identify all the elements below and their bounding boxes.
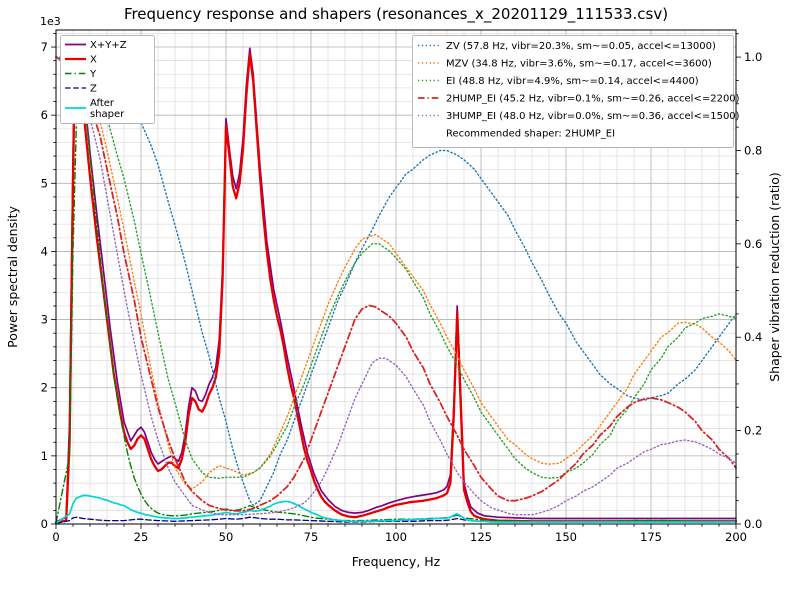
series-shaper-ei (55, 56, 737, 479)
legend-label: ZV (57.8 Hz, vibr=20.3%, sm~=0.05, accel… (446, 41, 716, 52)
x-tick-label: 75 (304, 530, 319, 544)
tick-labels: 0 25 50 75 100 125 150 175 200 0 1 2 3 4 5 6 7 0.0 0.2 0.4 0… (41, 40, 763, 544)
x-tick-label: 0 (52, 530, 59, 544)
x-tick-label: 150 (555, 530, 577, 544)
y-right-axis-label: Shaper vibration reduction (ratio) (767, 172, 782, 382)
legend-label: After (90, 98, 115, 109)
legend-label: Z (90, 84, 97, 95)
legend-label: Y (89, 69, 97, 80)
y-right-tick-label: 0.4 (744, 330, 762, 344)
x-tick-label: 100 (385, 530, 407, 544)
x-axis-label: Frequency, Hz (352, 554, 441, 569)
y-left-tick-label: 6 (41, 108, 48, 122)
y-left-axis-label: Power spectral density (5, 206, 20, 348)
legend-label: EI (48.8 Hz, vibr=4.9%, sm~=0.14, accel<… (446, 76, 699, 87)
y-right-tick-label: 0.8 (744, 143, 762, 157)
legend-shapers-box (412, 35, 734, 148)
series-shaper-zv (55, 56, 737, 506)
axis-ticks (51, 33, 741, 529)
y-left-tick-label: 5 (41, 176, 48, 190)
series-shaper-2hump_ei (55, 56, 737, 512)
x-tick-label: 200 (725, 530, 747, 544)
y-right-tick-label: 0.6 (744, 237, 762, 251)
y-left-tick-label: 7 (41, 40, 48, 54)
series-shaper-mzv (55, 56, 737, 490)
series-shaper-3hump_ei (55, 56, 737, 516)
y-left-tick-label: 0 (41, 517, 48, 531)
y-right-tick-label: 1.0 (744, 50, 762, 64)
y-left-tick-label: 4 (41, 244, 48, 258)
y-right-tick-label: 0.0 (744, 517, 762, 531)
legend-label: MZV (34.8 Hz, vibr=3.6%, sm~=0.17, accel… (446, 59, 712, 70)
legend-shapers: ZV (57.8 Hz, vibr=20.3%, sm~=0.05, accel… (412, 35, 740, 148)
legend-label: shaper (90, 109, 125, 120)
legend-label: 2HUMP_EI (45.2 Hz, vibr=0.1%, sm~=0.26, … (446, 94, 740, 105)
y-right-tick-label: 0.2 (744, 424, 762, 438)
legend-label: X+Y+Z (90, 40, 127, 51)
y-left-tick-label: 1 (41, 449, 48, 463)
x-tick-label: 25 (134, 530, 149, 544)
x-tick-label: 175 (640, 530, 662, 544)
legend-recommended-note: Recommended shaper: 2HUMP_EI (446, 129, 615, 140)
series-psd-after-shaper (55, 494, 737, 525)
legend-label: 3HUMP_EI (48.0 Hz, vibr=0.0%, sm~=0.36, … (446, 111, 740, 122)
y-left-offset-label: 1e3 (40, 15, 61, 28)
x-tick-label: 125 (470, 530, 492, 544)
y-left-tick-label: 3 (41, 313, 48, 327)
x-tick-label: 50 (219, 530, 234, 544)
chart-title: Frequency response and shapers (resonanc… (124, 5, 668, 24)
series-psd-x (54, 52, 738, 524)
legend-label: X (90, 55, 97, 66)
legend-psd-box (60, 35, 155, 124)
y-left-tick-label: 2 (41, 381, 48, 395)
